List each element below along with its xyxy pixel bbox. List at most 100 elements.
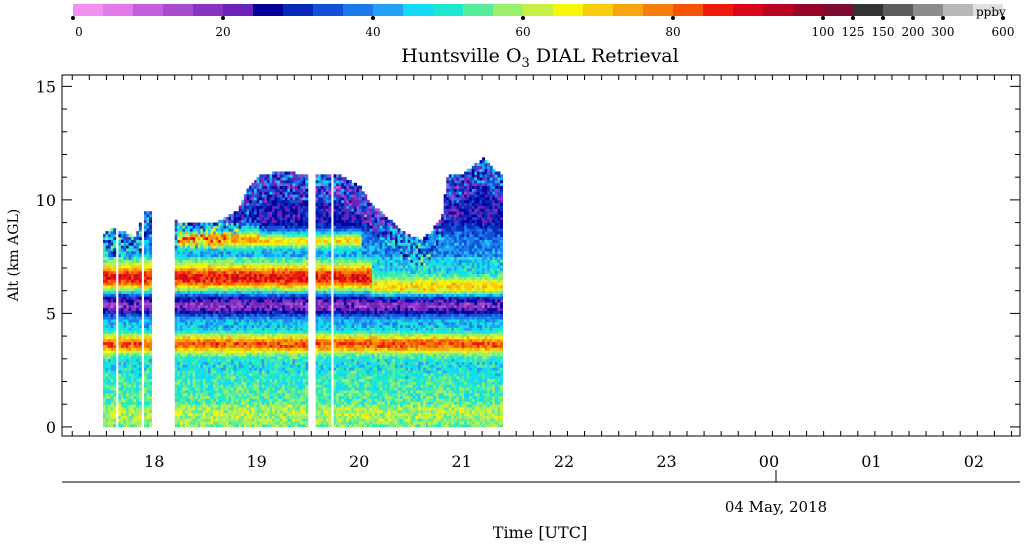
heatmap-cell (208, 239, 211, 243)
heatmap-cell (179, 387, 183, 391)
heatmap-cell (279, 197, 283, 201)
heatmap-cell (136, 302, 140, 306)
heatmap-cell (187, 270, 191, 275)
heatmap-cell (282, 381, 286, 385)
heatmap-cell (289, 336, 293, 340)
heatmap-cell (266, 321, 270, 326)
heatmap-cell (282, 347, 286, 351)
heatmap-cell (197, 415, 201, 419)
heatmap-cell (126, 302, 129, 306)
heatmap-cell (213, 381, 217, 385)
heatmap-cell (200, 259, 204, 263)
heatmap-cell (108, 239, 112, 243)
heatmap-cell (236, 219, 240, 223)
heatmap-cell (282, 242, 286, 246)
heatmap-cell (236, 407, 240, 411)
heatmap-cell (205, 267, 209, 272)
heatmap-cell (205, 387, 209, 391)
heatmap-cell (133, 276, 137, 280)
heatmap-cell (195, 381, 199, 385)
heatmap-cell (174, 375, 178, 380)
heatmap-cell (182, 310, 186, 314)
heatmap-cell (110, 313, 114, 317)
heatmap-cell (248, 407, 252, 411)
heatmap-cell (272, 404, 275, 408)
heatmap-cell (128, 262, 132, 266)
heatmap-cell (269, 310, 273, 314)
heatmap-cell (131, 333, 135, 337)
heatmap-cell (251, 424, 255, 428)
heatmap-cell (131, 387, 135, 391)
heatmap-cell (223, 282, 227, 286)
heatmap-cell (120, 412, 124, 416)
heatmap-cell (177, 285, 181, 289)
heatmap-cell (197, 259, 201, 263)
heatmap-cell (143, 390, 147, 394)
heatmap-cell (113, 398, 117, 402)
heatmap-cell (179, 367, 183, 371)
heatmap-cell (231, 302, 235, 306)
heatmap-cell (287, 401, 291, 405)
heatmap-cell (184, 350, 188, 354)
heatmap-cell (105, 324, 109, 328)
heatmap-cell (202, 353, 206, 357)
heatmap-cell (208, 355, 211, 360)
heatmap-cell (184, 375, 188, 380)
heatmap-cell (128, 273, 132, 277)
heatmap-cell (292, 242, 296, 246)
heatmap-cell (143, 250, 147, 255)
heatmap-cell (126, 259, 129, 263)
heatmap-cell (225, 276, 229, 280)
heatmap-cell (138, 424, 142, 428)
heatmap-cell (208, 418, 211, 422)
heatmap-cell (108, 236, 112, 241)
heatmap-cell (177, 392, 181, 397)
heatmap-cell (174, 407, 178, 411)
heatmap-cell (231, 248, 235, 252)
colorbar-tick-label: 60 (515, 25, 530, 39)
heatmap-cell (269, 225, 273, 229)
heatmap-cell (110, 378, 114, 382)
heatmap-cell (143, 313, 147, 317)
heatmap-cell (277, 188, 281, 192)
heatmap-cell (146, 211, 150, 215)
heatmap-cell (269, 296, 273, 300)
heatmap-cell (261, 262, 265, 266)
heatmap-cell (269, 409, 273, 414)
heatmap-cell (205, 421, 209, 425)
heatmap-cell (266, 236, 270, 241)
heatmap-cell (195, 415, 199, 419)
heatmap-cell (102, 290, 106, 294)
heatmap-cell (243, 242, 247, 246)
heatmap-cell (264, 285, 268, 289)
heatmap-cell (105, 404, 109, 408)
heatmap-cell (264, 228, 268, 232)
heatmap-cell (274, 347, 278, 351)
heatmap-cell (251, 367, 255, 371)
heatmap-cell (113, 378, 117, 382)
heatmap-cell (218, 367, 222, 371)
heatmap-cell (143, 398, 147, 402)
heatmap-cell (182, 341, 186, 346)
heatmap-cell (123, 412, 127, 416)
heatmap-cell (102, 384, 106, 388)
heatmap-cell (192, 245, 196, 249)
heatmap-cell (251, 296, 255, 300)
heatmap-cell (187, 285, 191, 289)
heatmap-cell (266, 194, 270, 198)
heatmap-cell (108, 370, 112, 374)
heatmap-cell (254, 191, 258, 195)
heatmap-cell (110, 267, 114, 272)
heatmap-cell (179, 418, 183, 422)
heatmap-cell (205, 418, 209, 422)
heatmap-cell (254, 341, 258, 346)
heatmap-cell (179, 324, 183, 328)
heatmap-cell (182, 407, 186, 411)
heatmap-cell (266, 344, 270, 348)
heatmap-cell (102, 313, 106, 317)
heatmap-cell (143, 282, 147, 286)
heatmap-cell (133, 398, 137, 402)
heatmap-cell (205, 333, 209, 337)
heatmap-cell (266, 367, 270, 371)
heatmap-cell (274, 401, 278, 405)
